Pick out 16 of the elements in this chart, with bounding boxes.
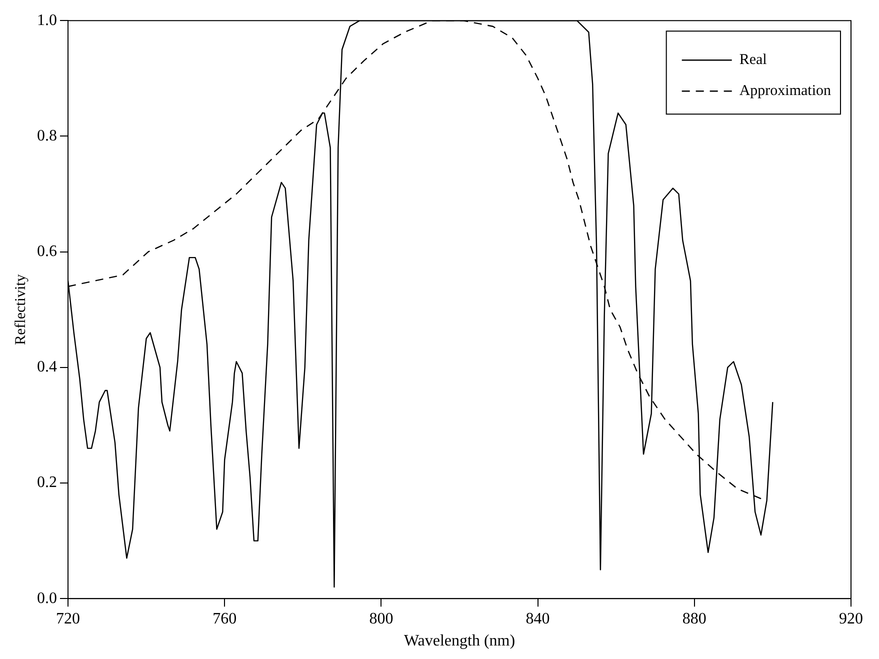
x-tick-label: 720 (56, 610, 80, 628)
x-tick-label: 840 (526, 610, 550, 628)
y-tick-label: 1.0 (37, 12, 57, 29)
legend-label: Approximation (739, 83, 832, 100)
y-axis-title: Reflectivity (12, 274, 29, 346)
legend-label: Real (739, 52, 767, 68)
y-tick-label: 0.8 (37, 127, 57, 144)
y-tick-label: 0.0 (37, 590, 57, 607)
x-tick-label: 760 (212, 610, 237, 628)
y-tick-label: 0.6 (37, 243, 57, 260)
y-tick-label: 0.4 (37, 358, 57, 376)
x-tick-label: 800 (369, 610, 394, 628)
x-axis-title: Wavelength (nm) (404, 632, 516, 650)
x-tick-label: 920 (839, 610, 863, 628)
x-tick-label: 880 (682, 610, 706, 628)
y-tick-label: 0.2 (37, 474, 57, 492)
